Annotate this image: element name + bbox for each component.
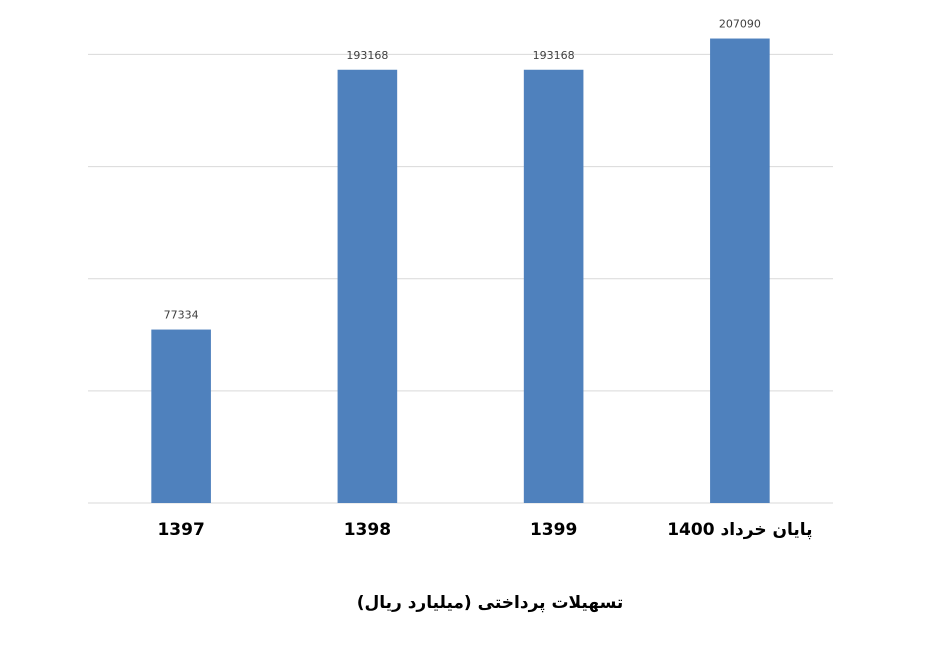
value-label: 77334: [164, 309, 199, 322]
value-label: 207090: [719, 18, 761, 31]
x-tick-label: 1399: [530, 520, 577, 540]
value-label: 193168: [533, 49, 575, 62]
x-tick-label: 1398: [344, 520, 391, 540]
bar: [523, 69, 584, 503]
bar: [151, 329, 211, 503]
x-tick-label: 1397: [157, 520, 204, 540]
value-label: 193168: [346, 49, 388, 62]
bar: [710, 38, 770, 504]
bar: [337, 69, 398, 503]
x-axis-title: تسهیلات پرداختی (میلیارد ریال): [357, 593, 624, 613]
x-tick-label: پایان خرداد 1400: [667, 520, 812, 540]
